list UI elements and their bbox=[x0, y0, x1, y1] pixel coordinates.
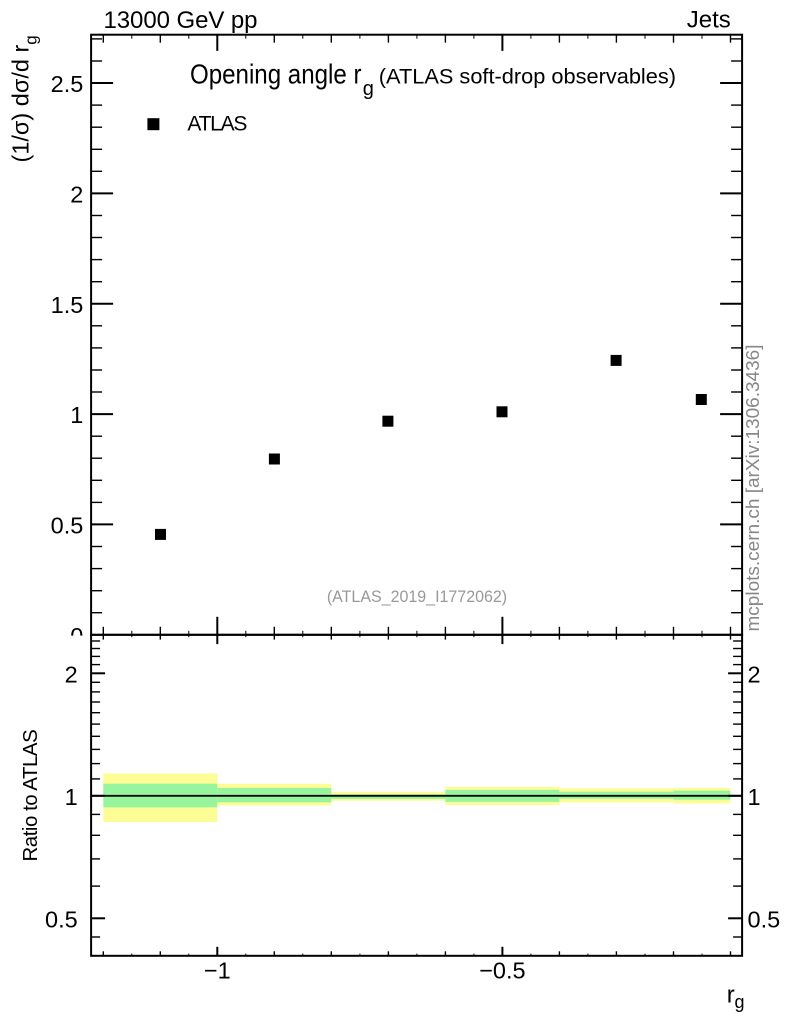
svg-text:−1: −1 bbox=[204, 958, 231, 984]
svg-text:2: 2 bbox=[70, 181, 83, 207]
svg-text:0: 0 bbox=[70, 623, 83, 649]
svg-text:1: 1 bbox=[748, 784, 761, 810]
svg-text:2.5: 2.5 bbox=[51, 71, 84, 97]
svg-text:13000 GeV pp: 13000 GeV pp bbox=[104, 7, 258, 34]
svg-text:g: g bbox=[363, 78, 374, 100]
svg-text:1.5: 1.5 bbox=[51, 292, 84, 318]
svg-text:Jets: Jets bbox=[687, 7, 731, 34]
svg-text:0.5: 0.5 bbox=[51, 512, 84, 538]
svg-text:0.5: 0.5 bbox=[45, 907, 78, 933]
svg-text:−0.5: −0.5 bbox=[479, 958, 525, 984]
svg-text:mcplots.cern.ch [arXiv:1306.34: mcplots.cern.ch [arXiv:1306.3436] bbox=[743, 345, 763, 632]
svg-text:(ATLAS soft-drop observables): (ATLAS soft-drop observables) bbox=[379, 66, 676, 89]
svg-text:Opening angle r: Opening angle r bbox=[190, 59, 362, 90]
svg-text:Ratio to ATLAS: Ratio to ATLAS bbox=[19, 729, 42, 861]
svg-text:ATLAS: ATLAS bbox=[187, 113, 247, 136]
svg-text:0.5: 0.5 bbox=[748, 907, 781, 933]
svg-text:2: 2 bbox=[748, 662, 761, 688]
svg-text:g: g bbox=[735, 992, 745, 1012]
svg-text:1: 1 bbox=[70, 402, 83, 428]
svg-text:2: 2 bbox=[65, 662, 78, 688]
svg-text:(ATLAS_2019_I1772062): (ATLAS_2019_I1772062) bbox=[327, 587, 507, 606]
svg-text:r: r bbox=[727, 982, 735, 1009]
svg-text:1: 1 bbox=[65, 784, 78, 810]
